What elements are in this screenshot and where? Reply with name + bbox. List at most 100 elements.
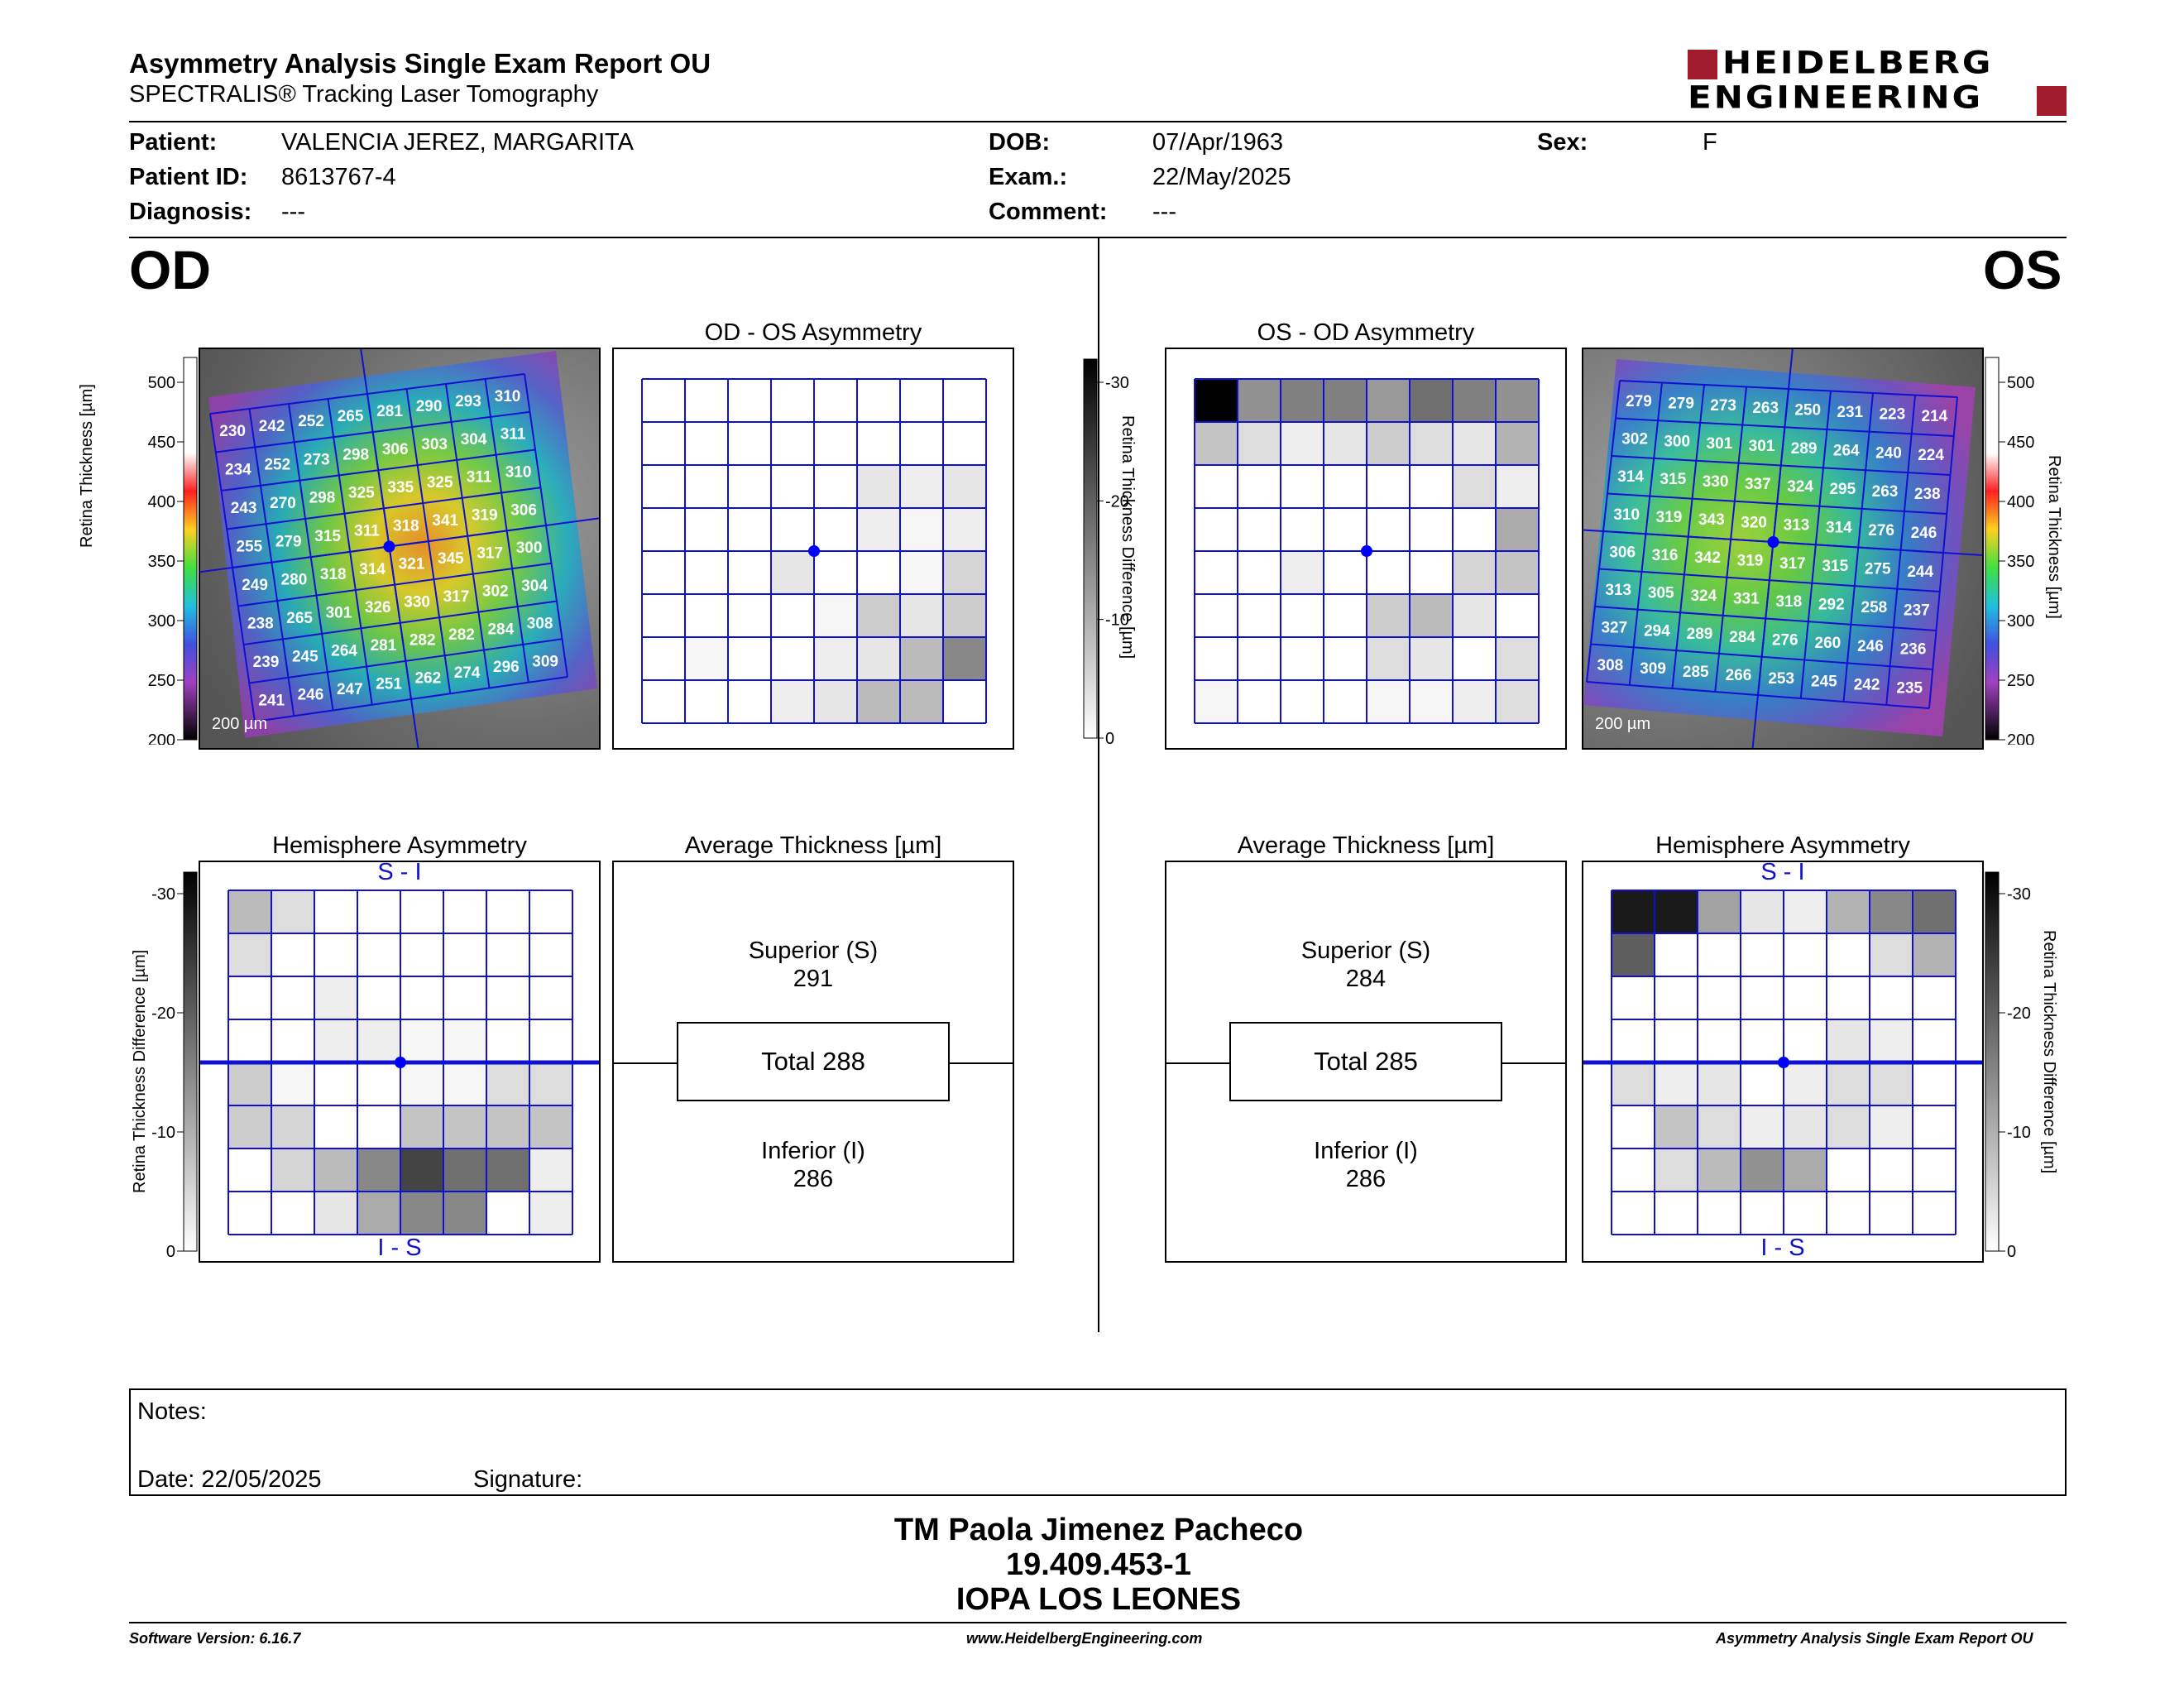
thickness-cell-value: 301 [326, 604, 352, 621]
asymmetry-cell [1410, 379, 1453, 422]
asymmetry-cell [1195, 551, 1238, 594]
sex-label: Sex: [1537, 129, 1588, 156]
os-hemi-colorbar: -30 -20 -10 0 [1985, 871, 2031, 1259]
comment-value: --- [1152, 199, 1176, 225]
asymmetry-cell [228, 1105, 271, 1149]
asymmetry-cell [400, 890, 443, 933]
asymmetry-cell [1784, 890, 1827, 933]
os-thickness-colorbar: 500 450 400 350 300 250 200 [1985, 357, 2034, 745]
thickness-cell-value: 214 [1922, 408, 1948, 425]
colorbar-tick-label: 200 [2007, 731, 2034, 745]
asymmetry-cell [1741, 976, 1784, 1019]
thickness-cell-value: 314 [1617, 468, 1644, 486]
asymmetry-cell [1612, 933, 1655, 976]
thickness-cell-value: 242 [1854, 677, 1880, 694]
asymmetry-cell [1367, 551, 1410, 594]
thickness-cell-value: 315 [314, 528, 341, 545]
asymmetry-cell [1367, 508, 1410, 551]
thickness-cell-value: 281 [376, 403, 403, 420]
dob-value: 07/Apr/1963 [1152, 129, 1284, 156]
thickness-cell-value: 289 [1791, 440, 1818, 458]
thickness-cell-value: 246 [1911, 525, 1937, 542]
asymmetry-cell [814, 422, 857, 465]
asymmetry-cell [1655, 1192, 1698, 1235]
asymmetry-cell [486, 890, 529, 933]
asymmetry-cell [1870, 890, 1913, 933]
asymmetry-cell [1324, 379, 1367, 422]
fovea-marker [1767, 536, 1779, 548]
asymmetry-cell [900, 680, 943, 723]
asymmetry-cell [814, 508, 857, 551]
asymmetry-cell [1655, 1062, 1698, 1105]
asymmetry-cell [1741, 890, 1784, 933]
thickness-cell-value: 313 [1784, 516, 1810, 534]
asymmetry-cell [1453, 422, 1496, 465]
asymmetry-cell [1612, 1192, 1655, 1235]
thickness-cell-value: 302 [482, 583, 509, 600]
asymmetry-cell [1913, 1149, 1956, 1192]
asymmetry-cell [271, 976, 314, 1019]
asymmetry-cell [1238, 379, 1281, 422]
thickness-cell-value: 260 [1815, 635, 1842, 652]
asymmetry-cell [1784, 1149, 1827, 1192]
asymmetry-cell [685, 508, 728, 551]
asymmetry-cell [1496, 680, 1539, 723]
colorbar-tick-label: 300 [2007, 612, 2034, 631]
thickness-cell-value: 308 [1597, 657, 1624, 674]
thickness-cell-value: 318 [393, 517, 419, 535]
asymmetry-cell [1870, 1192, 1913, 1235]
asymmetry-cell [814, 551, 857, 594]
website-link[interactable]: www.HeidelbergEngineering.com [966, 1630, 1203, 1647]
os-superior: Superior (S) 284 [1166, 937, 1565, 993]
os-eye-label: OS [1983, 239, 2062, 300]
exam-label: Exam.: [989, 164, 1068, 190]
thickness-cell-value: 337 [1745, 476, 1771, 493]
asymmetry-cell [943, 379, 986, 422]
thickness-cell-value: 324 [1690, 587, 1717, 605]
colorbar-tick-label: -10 [1105, 611, 1129, 630]
thickness-cell-value: 252 [298, 413, 324, 430]
asymmetry-cell [943, 594, 986, 637]
colorbar-tick-label: 250 [2007, 672, 2034, 690]
od-asymmetry-panel [612, 348, 1014, 750]
colorbar-tick-label: 0 [1105, 730, 1114, 746]
thickness-cell-value: 319 [1656, 509, 1683, 526]
asymmetry-cell [1827, 1192, 1870, 1235]
asymmetry-cell [1367, 637, 1410, 680]
thickness-cell-value: 258 [1861, 599, 1888, 616]
asymmetry-cell [400, 1019, 443, 1062]
exam-value: 22/May/2025 [1152, 164, 1291, 190]
thickness-cell-value: 324 [1787, 478, 1813, 496]
colorbar-tick-label: -10 [151, 1124, 175, 1142]
asymmetry-cell [1324, 508, 1367, 551]
asymmetry-cell [1496, 637, 1539, 680]
thickness-cell-value: 279 [1668, 396, 1694, 413]
thickness-cell-value: 320 [1741, 514, 1767, 531]
asymmetry-cell [1870, 1062, 1913, 1105]
asymmetry-cell [1827, 933, 1870, 976]
notes-box[interactable]: Notes: Date: 22/05/2025 Signature: [129, 1388, 2067, 1496]
thickness-cell-value: 311 [354, 523, 380, 540]
asymmetry-cell [771, 637, 814, 680]
thickness-cell-value: 246 [1857, 638, 1884, 655]
asymmetry-cell [357, 1019, 400, 1062]
asymmetry-cell [1496, 508, 1539, 551]
asymmetry-cell [1367, 379, 1410, 422]
asymmetry-cell [529, 1149, 572, 1192]
thickness-cell-value: 246 [298, 687, 324, 704]
footer-divider [129, 1622, 2067, 1623]
thickness-cell-value: 279 [1626, 393, 1652, 410]
patient-name: VALENCIA JEREZ, MARGARITA [281, 129, 634, 156]
thickness-cell-value: 321 [399, 555, 425, 573]
asymmetry-cell [1410, 551, 1453, 594]
thickness-cell-value: 315 [1660, 471, 1687, 488]
asymmetry-cell [1238, 594, 1281, 637]
asymmetry-cell [1784, 1019, 1827, 1062]
sex-value: F [1703, 129, 1717, 156]
thickness-cell-value: 315 [1822, 558, 1848, 575]
asymmetry-cell [1453, 465, 1496, 508]
asymmetry-cell [1655, 976, 1698, 1019]
asymmetry-cell [728, 422, 771, 465]
header-divider [129, 121, 2067, 122]
os-superior-label: Superior (S) [1300, 938, 1431, 964]
